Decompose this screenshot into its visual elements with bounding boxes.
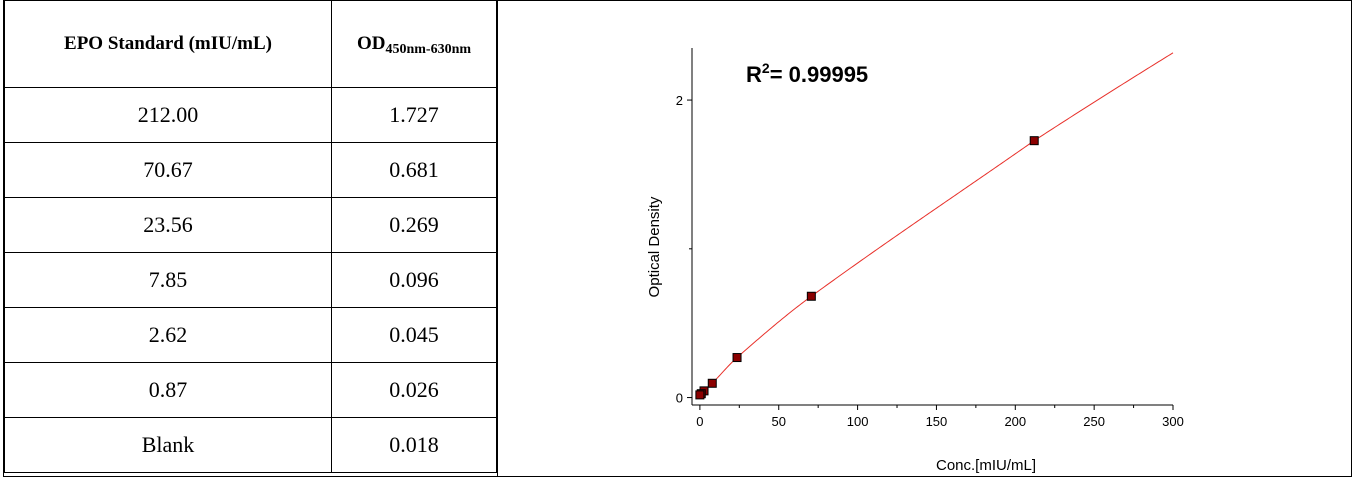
cell-od: 0.026 <box>331 362 497 418</box>
r2-superscript: 2 <box>762 60 770 76</box>
figure-frame <box>3 0 1352 477</box>
r2-value: = 0.99995 <box>770 62 868 87</box>
standards-table: EPO Standard (mIU/mL) OD450nm-630nm 212.… <box>4 0 497 473</box>
x-tick-label: 200 <box>1004 414 1026 429</box>
x-axis-label: Conc.[mIU/mL] <box>936 457 1036 474</box>
y-axis-label: Optical Density <box>646 196 663 297</box>
x-tick-label: 50 <box>772 414 786 429</box>
cell-concentration: Blank <box>4 417 332 473</box>
cell-od: 0.269 <box>331 197 497 253</box>
data-points <box>695 136 1039 400</box>
r2-prefix: R <box>746 62 762 87</box>
x-tick-label: 0 <box>696 414 703 429</box>
fit-curve <box>699 52 1174 396</box>
x-tick-label: 150 <box>926 414 948 429</box>
cell-od: 0.018 <box>331 417 497 473</box>
x-tick-label: 250 <box>1083 414 1105 429</box>
data-point <box>695 390 705 400</box>
table-row: 2.62 0.045 <box>4 307 497 363</box>
r-squared-annotation: R2= 0.99995 <box>746 60 868 87</box>
data-point <box>1029 136 1039 146</box>
cell-concentration: 212.00 <box>4 87 332 143</box>
axes: 0 50 100 150 200 250 300 0 2 <box>676 48 1184 429</box>
table-row: 0.87 0.026 <box>4 362 497 418</box>
x-tick-label: 300 <box>1162 414 1184 429</box>
cell-od: 1.727 <box>331 87 497 143</box>
y-tick-label: 2 <box>676 93 683 108</box>
table-row: 70.67 0.681 <box>4 142 497 198</box>
chart-panel: 0 50 100 150 200 250 300 0 2 R2= 0.99995 Conc.[m… <box>497 0 1352 477</box>
header-od-main: OD <box>356 33 386 54</box>
header-epo-standard: EPO Standard (mIU/mL) <box>4 0 332 88</box>
cell-concentration: 23.56 <box>4 197 332 253</box>
cell-od: 0.681 <box>331 142 497 198</box>
header-od: OD450nm-630nm <box>331 0 497 88</box>
cell-concentration: 7.85 <box>4 252 332 308</box>
data-point <box>732 353 742 363</box>
table-row: Blank 0.018 <box>4 417 497 473</box>
header-od-subscript: 450nm-630nm <box>385 42 472 57</box>
data-point <box>707 378 717 388</box>
x-tick-label: 100 <box>847 414 869 429</box>
data-point <box>806 291 816 301</box>
table-row: 7.85 0.096 <box>4 252 497 308</box>
cell-concentration: 70.67 <box>4 142 332 198</box>
table-row: 23.56 0.269 <box>4 197 497 253</box>
table-header-row: EPO Standard (mIU/mL) OD450nm-630nm <box>4 0 497 88</box>
cell-concentration: 2.62 <box>4 307 332 363</box>
cell-od: 0.045 <box>331 307 497 363</box>
cell-od: 0.096 <box>331 252 497 308</box>
cell-concentration: 0.87 <box>4 362 332 418</box>
y-tick-label: 0 <box>676 391 683 406</box>
table-body: 212.00 1.727 70.67 0.681 23.56 0.269 7.85 0.096… <box>4 87 497 473</box>
table-row: 212.00 1.727 <box>4 87 497 143</box>
